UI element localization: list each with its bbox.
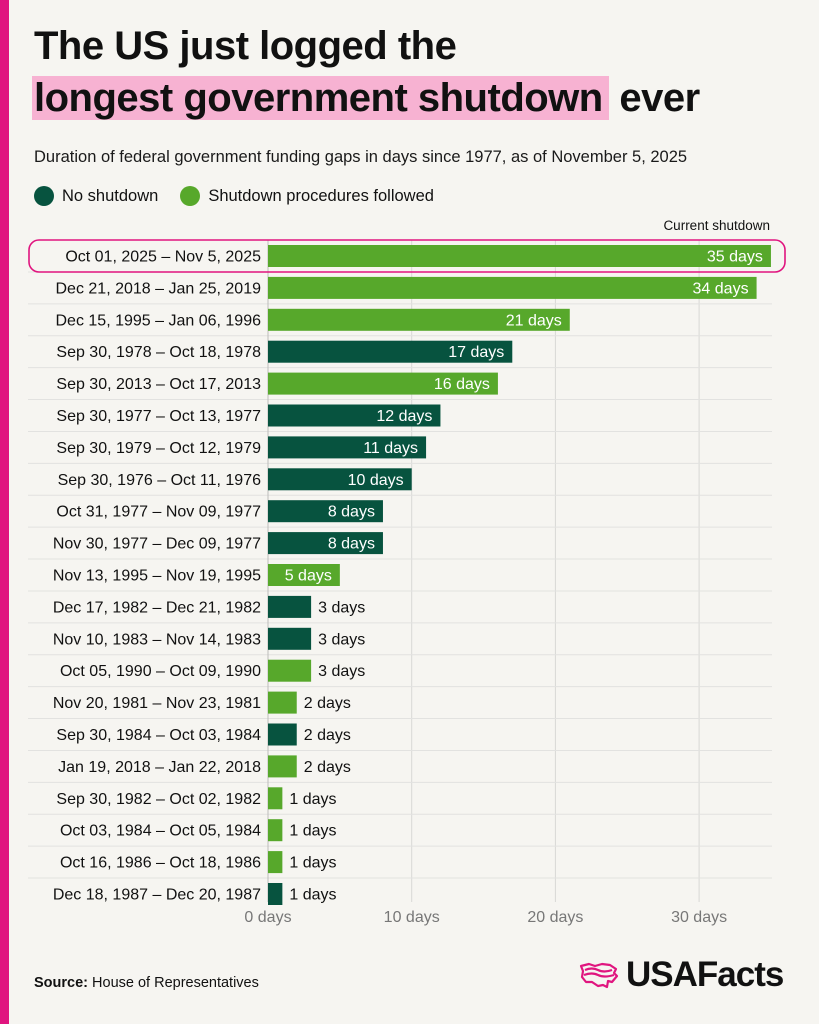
x-tick-label: 10 days [384,909,440,926]
value-label: 10 days [348,472,404,489]
bar [268,819,283,842]
legend-swatch-shutdown [180,186,201,206]
bar [268,340,513,363]
bar [268,851,283,874]
bar [268,436,427,459]
category-label: Sep 30, 1977 – Oct 13, 1977 [56,408,261,425]
legend: No shutdown Shutdown procedures followed [34,186,456,206]
category-label: Oct 05, 1990 – Oct 09, 1990 [60,663,261,680]
category-label: Sep 30, 1982 – Oct 02, 1982 [56,791,261,808]
usafacts-logo: USAFacts [578,955,784,995]
category-label: Sep 30, 1978 – Oct 18, 1978 [56,344,261,361]
category-label: Oct 16, 1986 – Oct 18, 1986 [60,855,261,872]
legend-item-shutdown: Shutdown procedures followed [180,186,434,206]
usa-map-flag-icon [579,962,619,989]
category-label: Nov 10, 1983 – Nov 14, 1983 [53,631,261,648]
value-label: 1 days [289,855,336,872]
bar [268,723,297,746]
value-label: 16 days [434,376,490,393]
title-line-1: The US just logged the [34,24,457,68]
value-label: 2 days [304,759,351,776]
category-label: Sep 30, 1984 – Oct 03, 1984 [56,727,261,744]
value-label: 21 days [506,312,562,329]
category-label: Nov 30, 1977 – Dec 09, 1977 [53,536,261,553]
value-label: 34 days [693,280,749,297]
bar [268,372,498,395]
source-note: Source: House of Representatives [34,975,259,991]
value-label: 3 days [318,631,365,648]
bar [268,308,570,331]
bar [268,755,297,778]
x-tick-label: 20 days [527,909,583,926]
bar [268,468,412,491]
legend-label-no-shutdown: No shutdown [62,186,159,205]
logo-text: USAFacts [626,955,784,994]
bar [268,883,283,905]
category-label: Dec 17, 1982 – Dec 21, 1982 [53,599,261,616]
value-label: 35 days [707,249,763,266]
current-shutdown-highlight [28,239,786,273]
category-label: Nov 13, 1995 – Nov 19, 1995 [53,568,261,585]
bar [268,659,312,682]
category-label: Sep 30, 1976 – Oct 11, 1976 [58,472,262,489]
title-line-2: longest government shutdown ever [32,72,700,124]
bar [268,564,340,586]
title-highlight: longest government shutdown [32,76,609,120]
value-label: 8 days [328,504,375,521]
category-label: Nov 20, 1981 – Nov 23, 1981 [53,695,261,712]
value-label: 2 days [304,695,351,712]
value-label: 1 days [289,887,336,904]
value-label: 1 days [289,791,336,808]
source-label: Source: [34,975,88,991]
legend-swatch-no-shutdown [34,186,54,206]
accent-bar [0,0,9,1024]
bar [268,245,771,267]
category-label: Sep 30, 1979 – Oct 12, 1979 [56,440,261,457]
value-label: 3 days [318,599,365,616]
value-label: 3 days [318,663,365,680]
category-label: Dec 15, 1995 – Jan 06, 1996 [56,312,262,329]
category-label: Oct 31, 1977 – Nov 09, 1977 [56,504,261,521]
value-label: 12 days [376,408,432,425]
category-label: Jan 19, 2018 – Jan 22, 2018 [58,759,261,776]
bar [268,595,312,618]
bar [268,787,283,810]
value-label: 11 days [363,440,418,457]
value-label: 2 days [304,727,351,744]
category-label: Dec 21, 2018 – Jan 25, 2019 [56,280,262,297]
chart-subtitle: Duration of federal government funding g… [34,148,688,166]
bar [268,532,383,555]
bar [268,627,312,650]
bar [268,276,757,299]
bar [268,404,441,427]
category-label: Sep 30, 2013 – Oct 17, 2013 [56,376,261,393]
category-label: Oct 01, 2025 – Nov 5, 2025 [65,249,261,266]
title-line-2-rest: ever [619,76,700,120]
category-label: Oct 03, 1984 – Oct 05, 1984 [60,823,261,840]
source-text: House of Representatives [92,975,259,991]
value-label: 8 days [328,536,375,553]
value-label: 1 days [289,823,336,840]
chart-title: The US just logged the longest governmen… [32,20,700,124]
value-label: 17 days [448,344,504,361]
x-tick-label: 0 days [244,909,291,926]
current-shutdown-annotation: Current shutdown [663,218,770,233]
bar [268,500,383,523]
legend-item-no-shutdown: No shutdown [34,186,158,206]
value-label: 5 days [285,568,332,585]
bar [268,691,297,714]
category-label: Dec 18, 1987 – Dec 20, 1987 [53,887,261,904]
legend-label-shutdown: Shutdown procedures followed [208,186,434,205]
x-tick-label: 30 days [671,909,727,926]
